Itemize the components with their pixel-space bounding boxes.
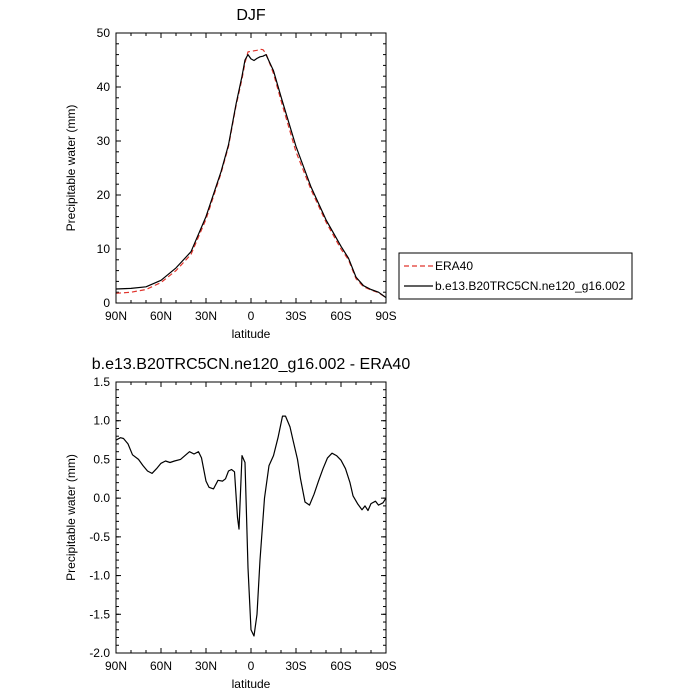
series-line-b-e13-b20trc5cn-ne120-g16-002 xyxy=(115,53,387,299)
y-tick-label: 0 xyxy=(103,296,110,310)
x-tick-label: 60N xyxy=(150,659,172,673)
x-tick-label: 30N xyxy=(195,659,217,673)
x-tick-label: 60S xyxy=(330,659,351,673)
series-line-era40 xyxy=(115,48,387,299)
y-tick-label: -1.5 xyxy=(89,607,110,621)
y-tick-label: -1.0 xyxy=(89,569,110,583)
x-tick-label: 30S xyxy=(285,309,306,323)
series-line-difference xyxy=(115,415,387,637)
y-tick-label: 1.5 xyxy=(93,375,110,389)
y-axis-label: Precipitable water (mm) xyxy=(64,454,78,581)
y-tick-label: 0.0 xyxy=(93,491,110,505)
x-axis-label: latitude xyxy=(232,327,271,341)
chart-title: DJF xyxy=(236,7,266,24)
y-tick-label: 50 xyxy=(97,26,111,40)
x-tick-label: 90S xyxy=(375,309,396,323)
x-axis-label: latitude xyxy=(232,677,271,691)
x-tick-label: 0 xyxy=(248,659,255,673)
legend-box xyxy=(398,252,633,300)
plot-frame xyxy=(115,381,387,654)
y-tick-label: 30 xyxy=(97,134,111,148)
y-tick-label: 40 xyxy=(97,80,111,94)
legend-label: ERA40 xyxy=(435,259,473,273)
x-tick-label: 90N xyxy=(105,309,127,323)
plot-frame xyxy=(115,32,387,304)
chart-title: b.e13.B20TRC5CN.ne120_g16.002 - ERA40 xyxy=(92,356,411,373)
y-tick-label: 1.0 xyxy=(93,414,110,428)
y-tick-label: 0.5 xyxy=(93,452,110,466)
x-tick-label: 30S xyxy=(285,659,306,673)
x-tick-label: 30N xyxy=(195,309,217,323)
x-tick-label: 60S xyxy=(330,309,351,323)
x-tick-label: 60N xyxy=(150,309,172,323)
x-tick-label: 90N xyxy=(105,659,127,673)
x-tick-label: 0 xyxy=(248,309,255,323)
y-tick-label: -0.5 xyxy=(89,530,110,544)
y-axis-label: Precipitable water (mm) xyxy=(64,105,78,232)
y-tick-label: -2.0 xyxy=(89,646,110,660)
x-tick-label: 90S xyxy=(375,659,396,673)
y-tick-label: 10 xyxy=(97,242,111,256)
y-tick-label: 20 xyxy=(97,188,111,202)
legend-label: b.e13.B20TRC5CN.ne120_g16.002 xyxy=(435,279,625,293)
